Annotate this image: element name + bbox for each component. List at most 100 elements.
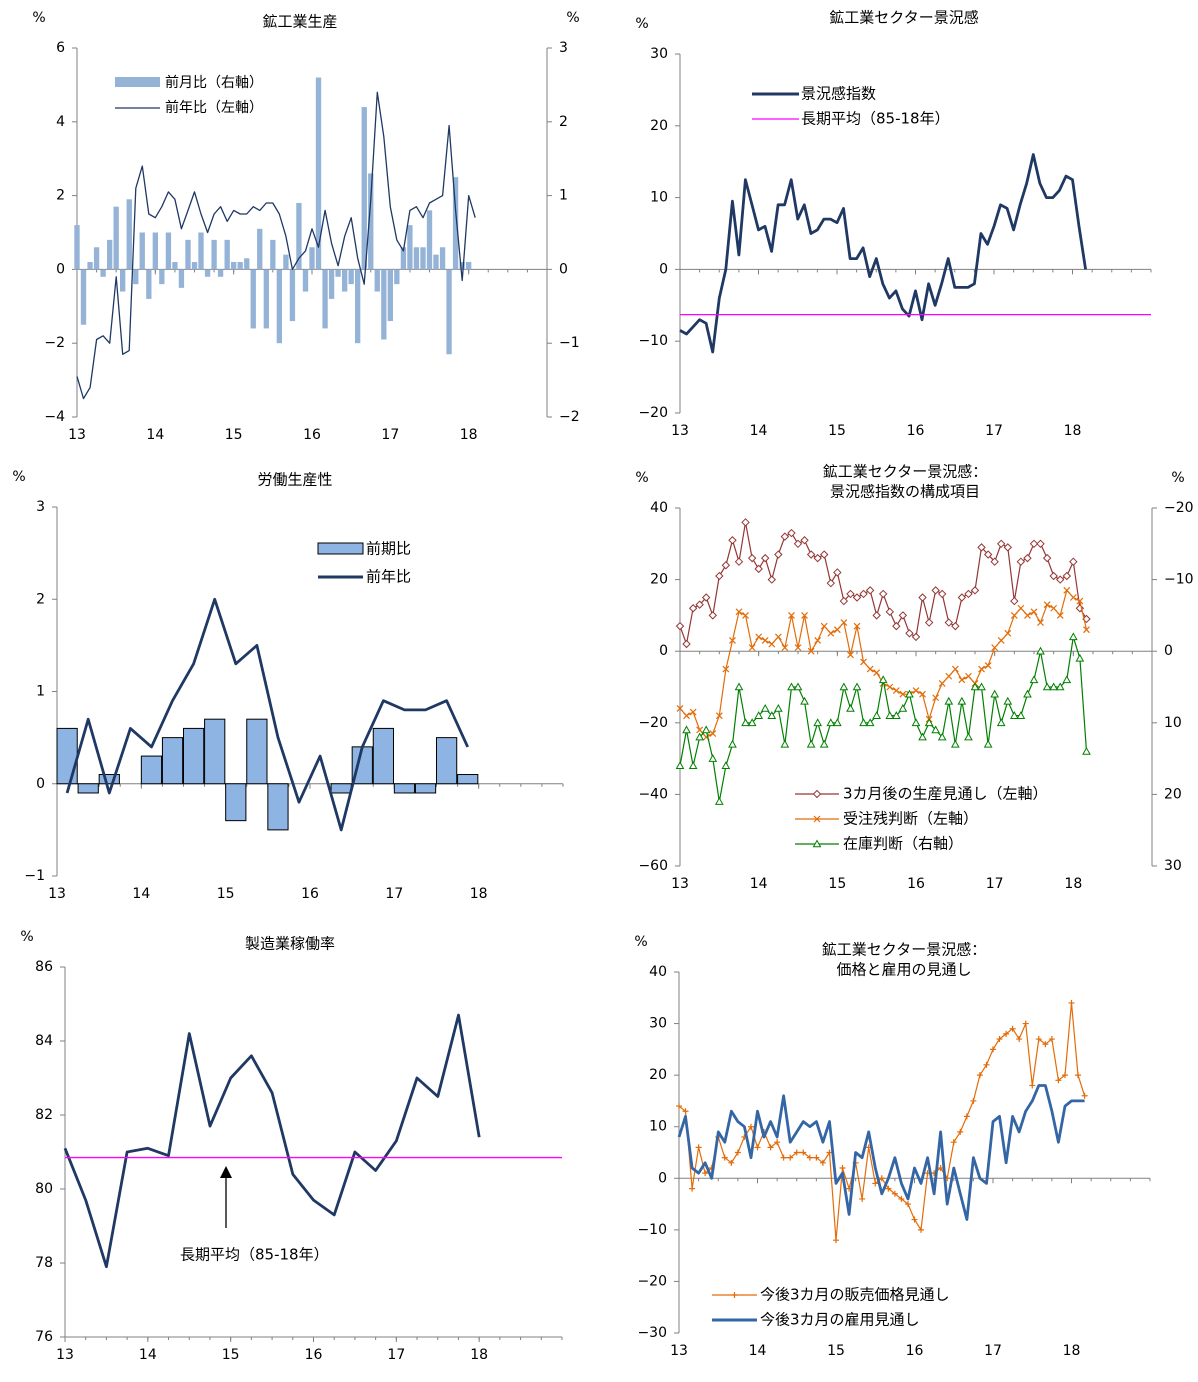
data-point	[1010, 596, 1019, 606]
data-point	[983, 550, 993, 559]
data-point	[886, 683, 894, 691]
data-point	[931, 586, 940, 595]
data-point	[872, 711, 882, 719]
series-line	[76, 91, 476, 400]
chart-ism-components: 鉱工業セクター景況感： 景況感指数の構成項目%% −60 −40 −20 0 20 40 30 2…	[599, 460, 1198, 915]
data-point	[676, 705, 684, 712]
y-tick-label: −4	[44, 409, 65, 425]
y-tick-label: 3	[36, 499, 45, 515]
data-point	[918, 1226, 925, 1233]
data-point	[1036, 539, 1045, 549]
data-point	[1062, 571, 1072, 581]
bar	[335, 269, 341, 277]
bar	[348, 269, 354, 285]
data-point	[996, 718, 1006, 727]
y-unit-left: %	[20, 929, 33, 945]
data-point	[780, 739, 790, 748]
series-line	[63, 1013, 481, 1269]
data-point	[872, 1180, 879, 1187]
x-tick-label: 13	[671, 423, 689, 439]
data-point	[748, 644, 756, 652]
bar	[393, 783, 416, 794]
chart-title: 価格と雇用の見通し	[836, 961, 971, 979]
y-tick-label: 82	[35, 1107, 53, 1123]
chart-title: 鉱工業生産	[262, 13, 337, 31]
y-tick-label: 2	[36, 591, 45, 607]
y-tick-label: 0	[56, 261, 65, 277]
data-point	[911, 1216, 918, 1223]
bar	[439, 247, 446, 270]
data-point	[1016, 1036, 1023, 1043]
data-point	[977, 543, 986, 552]
legend-label: 3カ月後の生産見通し（左軸）	[843, 785, 1048, 803]
data-point	[1016, 557, 1026, 566]
data-point	[1024, 611, 1031, 619]
x-tick-label: 18	[1064, 423, 1082, 439]
data-point	[898, 611, 908, 620]
bar	[374, 269, 380, 292]
data-point	[788, 611, 795, 619]
y-tick-label: 10	[650, 190, 668, 206]
y-tick-label: −40	[638, 786, 668, 802]
data-point	[689, 1185, 696, 1192]
x-tick-label: 17	[385, 886, 403, 902]
data-point	[865, 586, 875, 595]
data-point	[878, 675, 888, 684]
bar	[139, 232, 145, 270]
data-point	[847, 651, 854, 659]
bar	[204, 269, 211, 277]
y-tick-label: 20	[650, 572, 668, 588]
y-tick-label-right: 10	[1164, 715, 1182, 731]
y-tick-label: 40	[650, 500, 668, 516]
data-point	[801, 611, 808, 619]
data-point	[970, 682, 980, 691]
data-point	[1055, 682, 1065, 691]
y-tick-label: −30	[637, 1325, 667, 1341]
data-point	[885, 711, 895, 719]
data-point	[1010, 611, 1018, 619]
data-point	[859, 1195, 866, 1202]
data-point	[787, 528, 796, 538]
data-point	[1055, 1077, 1062, 1084]
data-point	[767, 575, 777, 584]
data-point	[924, 618, 934, 627]
data-point	[806, 550, 816, 559]
y-tick-label: 80	[35, 1181, 53, 1197]
bar	[183, 727, 205, 785]
data-point	[773, 703, 783, 712]
bar	[250, 269, 256, 329]
series-line	[679, 636, 1088, 803]
x-tick-label: 14	[146, 427, 164, 443]
data-point	[708, 754, 718, 762]
data-point	[819, 1159, 826, 1166]
y-tick-label: −10	[637, 1222, 667, 1238]
bar	[368, 173, 374, 270]
y-tick-label: −20	[638, 405, 668, 421]
data-point	[990, 689, 1000, 698]
bar	[394, 269, 400, 285]
data-point	[793, 539, 803, 549]
bar	[296, 202, 302, 270]
bar	[257, 228, 263, 270]
bar	[414, 783, 437, 794]
data-point	[682, 1108, 689, 1115]
data-point	[701, 725, 711, 734]
data-point	[754, 711, 764, 719]
series-line	[65, 597, 469, 832]
data-point	[827, 629, 835, 637]
legend-swatch-marker	[731, 1292, 738, 1298]
bar	[466, 262, 472, 270]
data-point	[735, 608, 743, 616]
annotation-label: 長期平均（85-18年）	[180, 1246, 329, 1264]
data-point	[722, 665, 730, 673]
data-point	[787, 682, 796, 691]
bar	[263, 269, 269, 329]
data-point	[1050, 604, 1058, 612]
data-point	[767, 711, 777, 719]
data-point	[715, 712, 723, 720]
data-point	[820, 622, 828, 630]
bar	[413, 247, 420, 270]
data-point	[899, 690, 907, 698]
legend-swatch-marker	[813, 815, 821, 823]
data-point	[1081, 1092, 1088, 1099]
